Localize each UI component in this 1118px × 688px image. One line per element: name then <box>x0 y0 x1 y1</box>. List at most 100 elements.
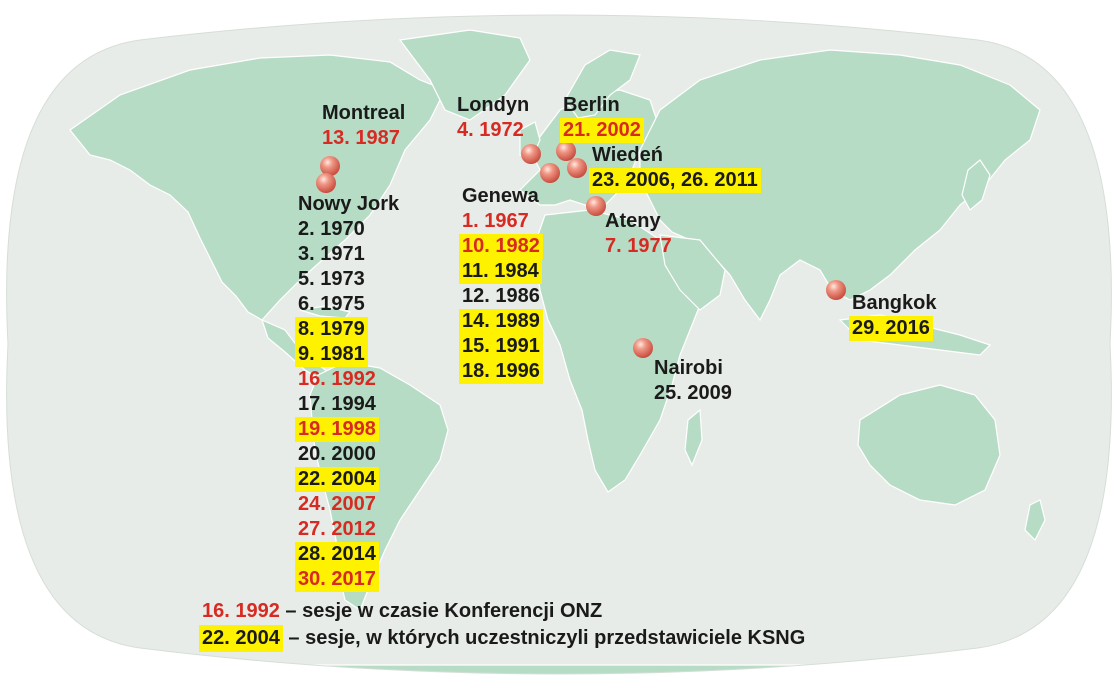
session-entry: 21. 2002 <box>560 118 644 143</box>
marker-geneva <box>540 163 560 183</box>
marker-bangkok <box>826 280 846 300</box>
city-name: Genewa <box>462 185 539 207</box>
city-london: Londyn 4. 1972 <box>457 93 529 143</box>
session-text: 25. 2009 <box>654 382 732 404</box>
city-name: Bangkok <box>852 292 937 314</box>
session-text: 18. 1996 <box>459 359 543 384</box>
session-text: 27. 2012 <box>298 518 376 540</box>
session-text: 11. 1984 <box>459 259 542 284</box>
session-text: 20. 2000 <box>298 443 376 465</box>
session-entry: 5. 1973 <box>298 267 399 292</box>
session-entry: 13. 1987 <box>322 126 405 151</box>
legend-text-yellow: – sesje, w których uczestniczyli przedst… <box>282 627 806 649</box>
land-caribbean <box>299 305 352 319</box>
session-entry: 7. 1977 <box>605 234 672 259</box>
city-vienna: Wiedeń 23. 2006, 26. 2011 <box>589 143 761 193</box>
session-text: 5. 1973 <box>298 268 365 290</box>
city-name: Wiedeń <box>592 144 663 166</box>
legend-row-red: 16. 1992 – sesje w czasie Konferencji ON… <box>202 598 805 625</box>
session-text: 12. 1986 <box>462 285 540 307</box>
session-text: 24. 2007 <box>298 493 376 515</box>
land-greenland <box>398 29 531 121</box>
session-text: 6. 1975 <box>298 293 365 315</box>
city-name: Berlin <box>563 94 620 116</box>
legend-text-red: – sesje w czasie Konferencji ONZ <box>279 600 603 622</box>
session-text: 3. 1971 <box>298 243 365 265</box>
session-entry: 20. 2000 <box>298 442 399 467</box>
session-entry: 27. 2012 <box>298 517 399 542</box>
session-entry: 18. 1996 <box>459 359 543 384</box>
session-entry: 16. 1992 <box>298 367 399 392</box>
marker-montreal <box>320 156 340 176</box>
session-entry: 1. 1967 <box>462 209 543 234</box>
marker-newyork <box>316 173 336 193</box>
session-entry: 8. 1979 <box>295 317 399 342</box>
session-text: 9. 1981 <box>295 342 368 367</box>
session-list: 23. 2006, 26. 2011 <box>589 168 761 193</box>
city-name: Montreal <box>322 102 406 124</box>
land-new-zealand <box>1024 499 1046 542</box>
session-text: 2. 1970 <box>298 218 365 240</box>
session-list: 1. 1967 10. 1982 11. 1984 12. 1986 14. 1989 1… <box>459 209 543 384</box>
session-entry: 12. 1986 <box>462 284 543 309</box>
session-entry: 9. 1981 <box>295 342 399 367</box>
session-list: 29. 2016 <box>849 316 936 341</box>
city-markers <box>316 141 846 358</box>
land-scandinavia <box>564 49 641 119</box>
session-text: 15. 1991 <box>459 334 543 359</box>
session-list: 25. 2009 <box>654 381 732 406</box>
legend-row-yellow: 22. 2004 – sesje, w których uczestniczyl… <box>199 625 806 652</box>
city-berlin: Berlin 21. 2002 <box>560 93 644 143</box>
city-nairobi: Nairobi 25. 2009 <box>654 356 732 406</box>
session-text: 4. 1972 <box>457 119 524 141</box>
city-name: Londyn <box>457 94 530 116</box>
session-entry: 29. 2016 <box>849 316 936 341</box>
session-entry: 3. 1971 <box>298 242 399 267</box>
land-australia <box>857 384 1001 506</box>
session-entry: 15. 1991 <box>459 334 543 359</box>
session-text: 8. 1979 <box>295 317 368 342</box>
session-text: 13. 1987 <box>322 127 400 149</box>
marker-berlin <box>556 141 576 161</box>
session-entry: 22. 2004 <box>295 467 399 492</box>
map-legend: 16. 1992 – sesje w czasie Konferencji ON… <box>199 598 806 652</box>
city-name: Ateny <box>605 210 661 232</box>
legend-key-red: 16. 1992 <box>202 600 280 622</box>
session-text: 28. 2014 <box>295 542 379 567</box>
session-entry: 23. 2006, 26. 2011 <box>589 168 761 193</box>
session-text: 21. 2002 <box>560 118 644 143</box>
city-montreal: Montreal 13. 1987 <box>322 101 405 151</box>
land-madagascar <box>684 408 703 467</box>
session-list: 21. 2002 <box>560 118 644 143</box>
city-name: Nairobi <box>654 357 723 379</box>
marker-london <box>521 144 541 164</box>
session-text: 1. 1967 <box>462 210 529 232</box>
city-bangkok: Bangkok 29. 2016 <box>849 291 937 341</box>
session-text: 7. 1977 <box>605 235 672 257</box>
marker-nairobi <box>633 338 653 358</box>
session-entry: 30. 2017 <box>295 567 399 592</box>
session-text: 16. 1992 <box>298 368 376 390</box>
session-list: 7. 1977 <box>605 234 672 259</box>
marker-athens <box>586 196 606 216</box>
session-text: 22. 2004 <box>295 467 379 492</box>
session-entry: 24. 2007 <box>298 492 399 517</box>
city-athens: Ateny 7. 1977 <box>605 209 672 259</box>
session-entry: 19. 1998 <box>295 417 399 442</box>
city-newyork: Nowy Jork 2. 1970 3. 1971 5. 1973 6. 1975 8.… <box>295 192 400 592</box>
land-arabia <box>659 234 726 311</box>
session-entry: 14. 1989 <box>459 309 543 334</box>
city-name: Nowy Jork <box>298 193 400 215</box>
session-text: 14. 1989 <box>459 309 543 334</box>
land-north-america <box>69 54 446 321</box>
city-geneva: Genewa 1. 1967 10. 1982 11. 1984 12. 1986 14… <box>459 184 543 384</box>
session-entry: 11. 1984 <box>459 259 543 284</box>
marker-vienna <box>567 158 587 178</box>
session-list: 4. 1972 <box>457 118 529 143</box>
session-text: 10. 1982 <box>459 234 543 259</box>
session-text: 17. 1994 <box>298 393 376 415</box>
session-entry: 25. 2009 <box>654 381 732 406</box>
land-japan <box>961 159 991 211</box>
land-antarctica <box>6 664 1112 674</box>
